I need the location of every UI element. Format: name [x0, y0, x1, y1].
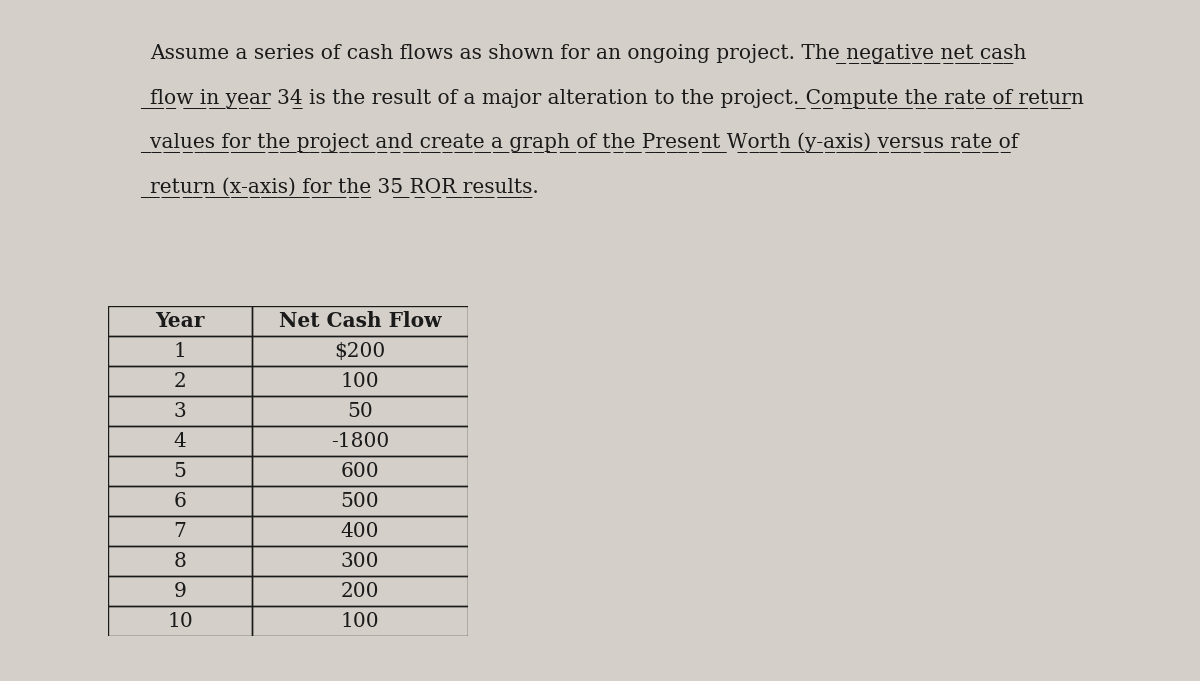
Text: 200: 200: [341, 582, 379, 601]
Text: -1800: -1800: [331, 432, 389, 451]
Text: $200: $200: [335, 342, 385, 361]
Text: 100: 100: [341, 612, 379, 631]
Text: Year: Year: [155, 311, 205, 332]
Text: 4: 4: [174, 432, 186, 451]
Text: ̲r̲e̲t̲u̲r̲n̲ ̲(̲x̲-̲a̲x̲i̲s̲)̲ ̲f̲o̲r̲ ̲t̲h̲e̲ 35̲ ̲R̲O̲R̲ ̲r̲e̲s̲u̲l̲t̲s̲.: ̲r̲e̲t̲u̲r̲n̲ ̲(̲x̲-̲a̲x̲i̲s̲)̲ ̲f̲o̲r̲ …: [150, 177, 539, 197]
Text: 2: 2: [174, 372, 186, 391]
Text: 500: 500: [341, 492, 379, 511]
Text: ̲v̲a̲l̲u̲e̲s̲ ̲f̲o̲r̲ ̲t̲h̲e̲ ̲p̲r̲o̲j̲e̲c̲t̲ ̲a̲n̲d̲ ̲c̲r̲e̲a̲t̲e̲ ̲a̲ ̲g̲r̲a̲p: ̲v̲a̲l̲u̲e̲s̲ ̲f̲o̲r̲ ̲t̲h̲e̲ ̲p̲r̲o̲j̲e…: [150, 133, 1019, 153]
Text: 100: 100: [341, 372, 379, 391]
Text: 6: 6: [174, 492, 186, 511]
Text: 300: 300: [341, 552, 379, 571]
Text: Assume a series of cash flows as shown for an ongoing project. The ̲n̲e̲g̲a̲t̲i̲: Assume a series of cash flows as shown f…: [150, 44, 1026, 64]
Text: 5: 5: [174, 462, 186, 481]
Text: ̲f̲l̲o̲w̲ ̲i̲n̲ ̲y̲e̲a̲r̲ 34̲ is the result of a major alteration to the project: ̲f̲l̲o̲w̲ ̲i̲n̲ ̲y̲e̲a̲r̲ 34̲ is the res…: [150, 89, 1084, 108]
Text: 9: 9: [174, 582, 186, 601]
Text: 10: 10: [167, 612, 193, 631]
Text: Net Cash Flow: Net Cash Flow: [278, 311, 442, 332]
Text: 3: 3: [174, 402, 186, 421]
Text: 400: 400: [341, 522, 379, 541]
Text: 8: 8: [174, 552, 186, 571]
Text: 7: 7: [174, 522, 186, 541]
Text: 600: 600: [341, 462, 379, 481]
Text: 50: 50: [347, 402, 373, 421]
Text: 1: 1: [174, 342, 186, 361]
